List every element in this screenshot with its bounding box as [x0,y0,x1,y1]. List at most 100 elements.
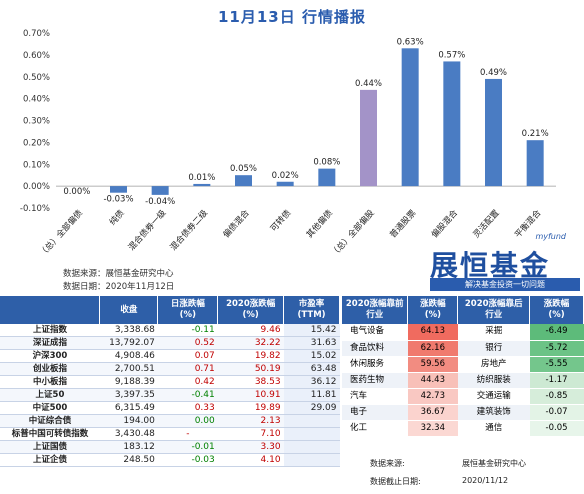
industry-row: 化工 32.34 通信 -0.05 [342,420,584,437]
index-day-change: 0.00 [157,414,218,428]
index-row: 创业板指 2,700.51 0.71 50.19 63.48 [0,362,340,376]
index-close: 6,315.49 [99,401,158,415]
industry-bottom-change: -0.85 [529,388,584,405]
bar [193,183,211,187]
bar [235,175,252,187]
data-label: 0.57% [438,50,465,60]
index-close: 183.12 [99,440,158,454]
industry-top-name: 电子 [342,404,408,421]
bar [276,181,294,187]
brand-logo: 展恒基金 [430,249,551,282]
y-tick-label: 0.30% [23,117,50,127]
index-pe: 15.02 [283,349,340,363]
bar [110,186,127,193]
index-close: 2,700.51 [99,362,158,376]
footer-source-label: 数据来源: [370,459,405,468]
category-label: 混合债券二级 [168,207,211,253]
y-tick-label: 0.70% [23,29,50,39]
category-label: （总）全部偏债 [37,207,85,259]
index-name: 深证成指 [0,336,100,350]
index-ytd-change: 10.91 [217,388,284,402]
y-tick-label: -0.10% [20,204,50,214]
index-ytd-change: 7.10 [217,427,284,441]
industry-bottom-change: -5.55 [529,356,584,373]
index-row: 上证国债 183.12 -0.01 3.30 [0,440,340,454]
index-row: 标普中国可转债指数 3,430.48-7.10 [0,427,340,441]
chart-title: 11月13日 行情播报 [218,8,366,26]
data-label: -0.04% [145,197,175,207]
y-tick-label: 0.20% [23,138,50,148]
industry-row: 电气设备 64.13 采掘 -6.49 [342,324,584,341]
index-row: 上证指数 3,338.68 -0.11 9.46 15.42 [0,324,340,337]
industry-row: 电子 36.67 建筑装饰 -0.07 [342,404,584,421]
index-ytd-change: 50.19 [217,362,284,376]
y-tick-label: 0.40% [23,95,50,105]
index-pe: 31.63 [283,336,340,350]
index-name: 中证500 [0,401,100,415]
index-row: 中证综合债 194.00 0.00 2.13 [0,414,340,428]
bar [360,89,377,187]
data-label: 0.63% [397,37,424,47]
index-day-change: -0.11 [157,324,218,337]
index-ytd-change: 2.13 [217,414,284,428]
industry-top-name: 化工 [342,420,408,437]
brand-slogan: 解决基金投资一切问题 [430,278,580,291]
index-name: 上证50 [0,388,100,402]
index-header-ytd: 2020涨跌幅 (%) [217,296,285,324]
index-pe [283,427,340,441]
index-close: 4,908.46 [99,349,158,363]
bar [526,140,544,187]
category-label: 其他偏债 [304,207,335,240]
index-day-change: 0.42 [157,375,218,389]
industry-top-change: 62.16 [407,340,458,357]
category-label: 灵活配置 [471,207,502,240]
y-tick-label: 0.60% [23,51,50,61]
footer-date-label: 数据截止日期: [370,477,421,486]
y-tick-label: 0.50% [23,73,50,83]
index-close: 3,430.48 [99,427,158,441]
industry-row: 休闲服务 59.56 房地产 -5.55 [342,356,584,373]
industry-top-name: 电气设备 [342,324,408,341]
bar [485,78,502,187]
industry-header-bot-chg: 涨跌幅 (%) [529,296,584,324]
industry-row: 食品饮料 62.16 银行 -5.72 [342,340,584,357]
index-pe: 11.81 [283,388,340,402]
industry-bottom-name: 建筑装饰 [457,404,530,421]
bar [318,168,336,187]
index-name: 上证国债 [0,440,100,454]
index-header-day: 日涨跌幅 (%) [157,296,219,324]
index-row: 沪深300 4,908.46 0.07 19.82 15.02 [0,349,340,363]
industry-top-change: 32.34 [407,420,458,437]
industry-bottom-name: 银行 [457,340,530,357]
index-name: 中小板指 [0,375,100,389]
data-label: 0.00% [63,187,90,197]
index-ytd-change: 19.89 [217,401,284,415]
industry-row: 汽车 42.73 交通运输 -0.85 [342,388,584,405]
category-label: 普通股票 [387,207,418,240]
index-row: 上证企债 248.50 -0.03 4.10 [0,453,340,467]
category-label: 可转债 [268,207,294,234]
index-row: 中证500 6,315.49 0.33 19.89 29.09 [0,401,340,415]
industry-bottom-change: -5.72 [529,340,584,357]
index-row: 上证50 3,397.35 -0.41 10.91 11.81 [0,388,340,402]
index-day-change: 0.71 [157,362,218,376]
brand-tag: myfund [535,232,566,241]
data-label: 0.44% [355,79,382,89]
y-tick-label: 0.00% [23,182,50,192]
industry-bottom-name: 采掘 [457,324,530,341]
index-day-change: -0.01 [157,440,218,454]
data-label: 0.01% [188,173,215,183]
industry-bottom-change: -0.05 [529,420,584,437]
bar [401,48,419,187]
category-label: 混合债券一级 [126,207,169,253]
footer-source: 展恒基金研究中心 [462,459,526,468]
industry-bottom-name: 房地产 [457,356,530,373]
bar [151,186,169,195]
industry-top-change: 36.67 [407,404,458,421]
industry-bottom-name: 交通运输 [457,388,530,405]
industry-bottom-name: 通信 [457,420,530,437]
index-day-change: 0.52 [157,336,218,350]
index-name: 标普中国可转债指数 [0,427,100,441]
industry-table: 2020涨幅靠前 行业 涨跌幅 (%) 2020涨幅靠后 行业 涨跌幅 (%) … [342,296,584,437]
index-pe: 29.09 [283,401,340,415]
